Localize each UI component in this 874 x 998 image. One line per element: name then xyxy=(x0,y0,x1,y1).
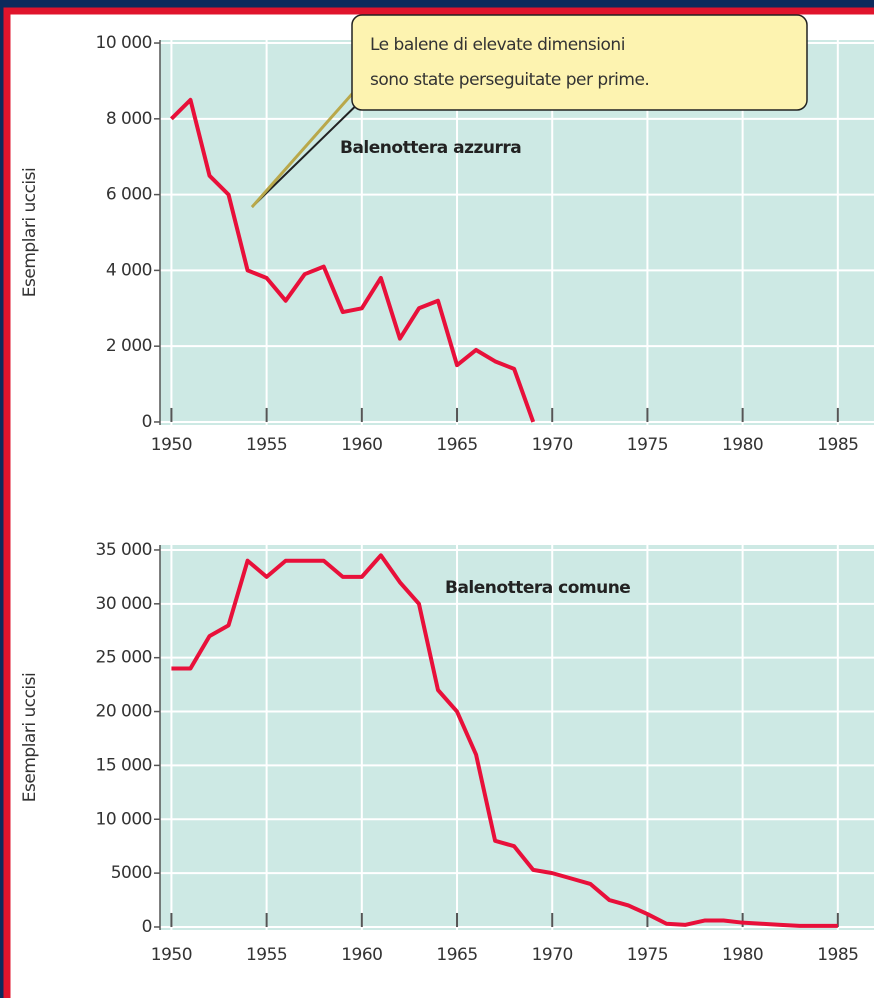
series-label: Balenottera azzurra xyxy=(340,138,521,158)
y-tick-label: 10 000 xyxy=(96,809,152,829)
x-tick-label: 1980 xyxy=(722,945,763,965)
y-axis-label: Esemplari uccisi xyxy=(20,673,40,802)
y-tick-label: 20 000 xyxy=(96,702,152,722)
callout-pointer xyxy=(251,89,373,208)
plot-area xyxy=(160,545,874,930)
y-tick-label: 4 000 xyxy=(106,260,152,280)
series-label: Balenottera comune xyxy=(445,578,630,598)
y-tick-label: 6 000 xyxy=(106,185,152,205)
x-tick-label: 1985 xyxy=(817,435,858,455)
y-tick-label: 2 000 xyxy=(106,336,152,356)
y-tick-label: 5000 xyxy=(111,863,152,883)
x-tick-label: 1965 xyxy=(436,945,477,965)
y-axis-label: Esemplari uccisi xyxy=(20,168,40,297)
y-tick-label: 10 000 xyxy=(96,33,152,53)
x-tick-label: 1975 xyxy=(627,435,668,455)
y-tick-label: 0 xyxy=(142,412,152,432)
x-tick-label: 1955 xyxy=(246,945,287,965)
y-tick-label: 30 000 xyxy=(96,594,152,614)
x-tick-label: 1970 xyxy=(532,435,573,455)
x-tick-label: 1960 xyxy=(341,945,382,965)
callout-box xyxy=(351,14,808,111)
x-tick-label: 1985 xyxy=(817,945,858,965)
x-tick-label: 1955 xyxy=(246,435,287,455)
x-tick-label: 1965 xyxy=(436,435,477,455)
charts: 0 2 000 4 000 6 000 8 000 10 000 1950 1955 1960 1… xyxy=(20,14,874,965)
callout-pointer xyxy=(250,84,362,208)
x-tick-label: 1960 xyxy=(341,435,382,455)
annotation: sono state perseguitate per prime. xyxy=(370,70,649,90)
y-tick-label: 15 000 xyxy=(96,755,152,775)
y-tick-label: 8 000 xyxy=(106,109,152,129)
x-tick-label: 1950 xyxy=(151,435,192,455)
x-tick-label: 1980 xyxy=(722,435,763,455)
y-tick-label: 25 000 xyxy=(96,648,152,668)
x-tick-label: 1975 xyxy=(627,945,668,965)
series-line xyxy=(170,97,536,423)
annotation: Le balene di elevate dimensioni xyxy=(370,35,625,55)
x-tick-label: 1970 xyxy=(532,945,573,965)
y-tick-label: 35 000 xyxy=(96,540,152,560)
x-tick-label: 1950 xyxy=(151,945,192,965)
y-tick-label: 0 xyxy=(142,917,152,937)
series-line xyxy=(171,553,838,928)
